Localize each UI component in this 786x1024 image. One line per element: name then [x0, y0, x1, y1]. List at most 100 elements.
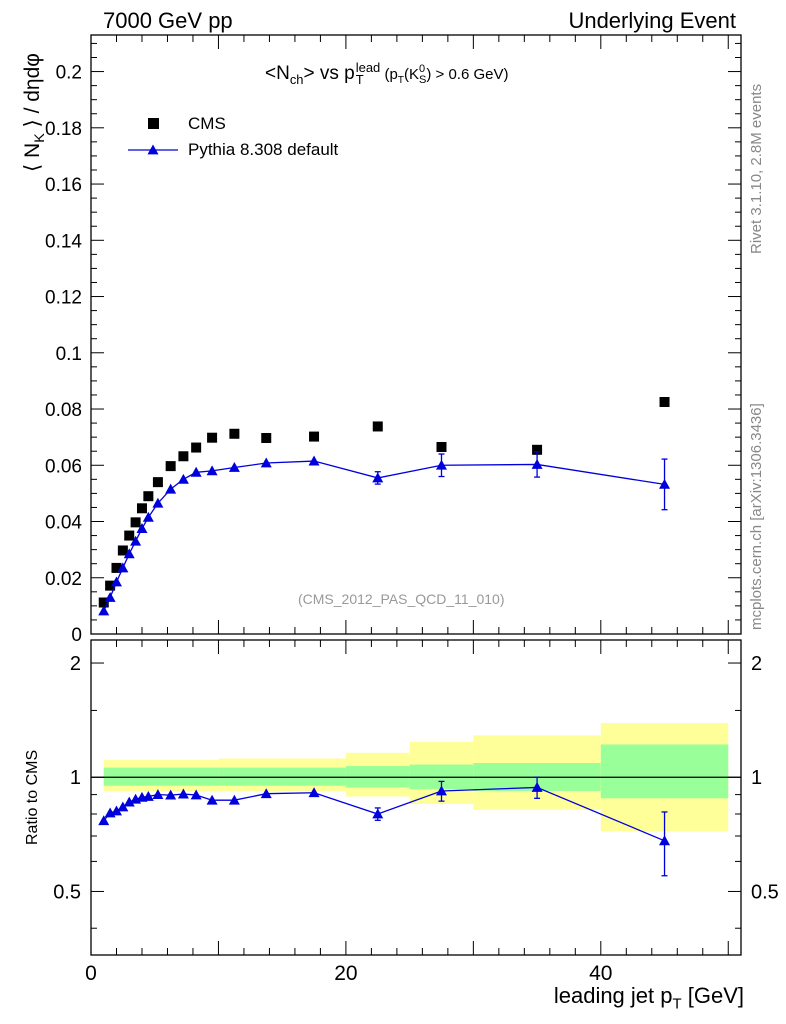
ratio-pythia-point [152, 789, 164, 800]
legend-entry-cms: CMS [188, 114, 226, 133]
main-y-tick-label: 0.14 [45, 231, 82, 252]
header-energy-label: 7000 GeV pp [103, 8, 233, 33]
cms-data-point [178, 451, 189, 462]
ratio-pythia-point [308, 787, 320, 798]
ratio-pythia-point [142, 790, 154, 801]
ratio-pythia-point [190, 789, 202, 800]
cms-data-point [309, 431, 320, 442]
ratio-pythia-point [435, 785, 447, 796]
ratio-y-tick-label-right: 2 [751, 653, 762, 675]
cms-data-point [136, 503, 147, 514]
pythia-data-point [136, 523, 148, 533]
cms-data-point [152, 477, 163, 488]
pythia-data-point [228, 462, 240, 472]
pythia-data-point [130, 535, 142, 546]
ratio-pythia-point [98, 815, 110, 826]
ratio-pythia-point [659, 835, 671, 846]
header-process-label: Underlying Event [568, 8, 736, 33]
ratio-pythia-point [177, 788, 189, 799]
ratio-y-tick-label: 1 [70, 767, 81, 789]
main-y-tick-label: 0.04 [45, 513, 82, 534]
cms-data-point [111, 562, 122, 573]
main-y-tick-label: 0.2 [56, 63, 82, 84]
main-y-tick-label: 0.12 [45, 288, 82, 309]
main-y-tick-label: 0.08 [45, 400, 82, 421]
mcplots-reference-label: mcplots.cern.ch [arXiv:1306.3436] [748, 403, 765, 630]
main-panel-frame [90, 34, 742, 635]
ratio-y-tick-label: 2 [70, 653, 81, 675]
ratio-y-tick-label-right: 0.5 [751, 881, 779, 903]
ratio-panel-frame [90, 639, 742, 956]
main-axes-frame [90, 34, 742, 635]
pythia-data-point [152, 497, 164, 508]
cms-data-point [207, 432, 218, 443]
ratio-pythia-point [123, 796, 135, 807]
pythia-data-point [98, 605, 110, 616]
legend-entry-pythia: Pythia 8.308 default [188, 140, 339, 159]
cms-data-point [261, 432, 272, 443]
cms-data-point [372, 421, 383, 432]
pythia-data-point [117, 562, 129, 573]
pythia-data-point [435, 459, 447, 470]
legend-marks [128, 118, 178, 155]
pythia-data-point [659, 478, 671, 489]
ratio-pythia-point [531, 781, 543, 792]
ratio-pythia-point [165, 789, 177, 800]
main-y-tick-label: 0.16 [45, 175, 82, 196]
pythia-data-point [308, 455, 320, 466]
x-tick-label: 40 [589, 962, 612, 985]
cms-data-point [130, 517, 141, 528]
main-panel-ticks [91, 42, 741, 635]
ratio-panel-ticks [90, 35, 741, 955]
plot-title: <Nch> vs p lead T (pT(K 0 S) > 0.6 GeV) [265, 60, 509, 87]
ratio-pythia-point [206, 794, 218, 805]
legend-cms-marker [148, 118, 159, 129]
pythia-data-point [260, 457, 272, 468]
rivet-version-label: Rivet 3.1.10, 2.8M events [748, 83, 765, 254]
pythia-data-point [165, 483, 177, 494]
main-y-tick-label: 0.18 [45, 119, 82, 140]
cms-data-point [98, 597, 109, 608]
analysis-annotation: (CMS_2012_PAS_QCD_11_010) [298, 591, 505, 607]
main-y-axis-label: ⟨ NK ⟩ / dηdφ [21, 53, 49, 172]
ratio-pythia-point [228, 794, 240, 805]
pythia-data-point [123, 548, 135, 559]
cms-data-point [124, 530, 135, 541]
ratio-pythia-point [117, 801, 129, 812]
ratio-band-stat [600, 744, 729, 799]
ratio-pythia-point [372, 808, 384, 819]
cms-data-point [229, 428, 240, 439]
x-tick-label: 20 [334, 962, 357, 985]
x-tick-label: 0 [85, 962, 97, 985]
pythia-data-point [177, 473, 189, 484]
pythia-data-point [206, 465, 218, 476]
cms-data-point [436, 441, 447, 452]
ratio-y-axis-label: Ratio to CMS [24, 749, 41, 845]
ratio-y-tick-label: 0.5 [53, 881, 81, 903]
pythia-data-point [531, 458, 543, 469]
cms-data-point [659, 396, 670, 407]
ratio-pythia-point [260, 788, 272, 799]
main-panel-series [98, 396, 671, 616]
pythia-data-point [372, 472, 384, 483]
ratio-y-tick-label-right: 1 [751, 767, 762, 789]
main-y-tick-label: 0.1 [56, 344, 82, 365]
x-axis-label: leading jet pT [GeV] [553, 983, 744, 1013]
pythia-data-point [110, 576, 122, 587]
pythia-data-point [142, 511, 154, 522]
ratio-pythia-point [110, 805, 122, 816]
cms-data-point [165, 461, 176, 472]
pythia-data-point [190, 466, 202, 477]
main-y-tick-label: 0 [71, 625, 82, 646]
legend-pythia-marker [147, 144, 159, 155]
main-y-tick-label: 0.06 [45, 456, 82, 477]
ratio-axes-frame [90, 639, 742, 956]
cms-data-point [117, 545, 128, 556]
ratio-panel-series [98, 776, 671, 877]
tick-labels: 0 0.02 0.04 0.06 0.08 0.1 0.12 0.14 0.16 0.18 0.2 0… [45, 63, 779, 985]
cms-data-point [191, 442, 202, 453]
main-y-tick-label: 0.02 [45, 569, 82, 590]
cms-data-point [105, 580, 116, 591]
cms-data-point [532, 444, 543, 455]
